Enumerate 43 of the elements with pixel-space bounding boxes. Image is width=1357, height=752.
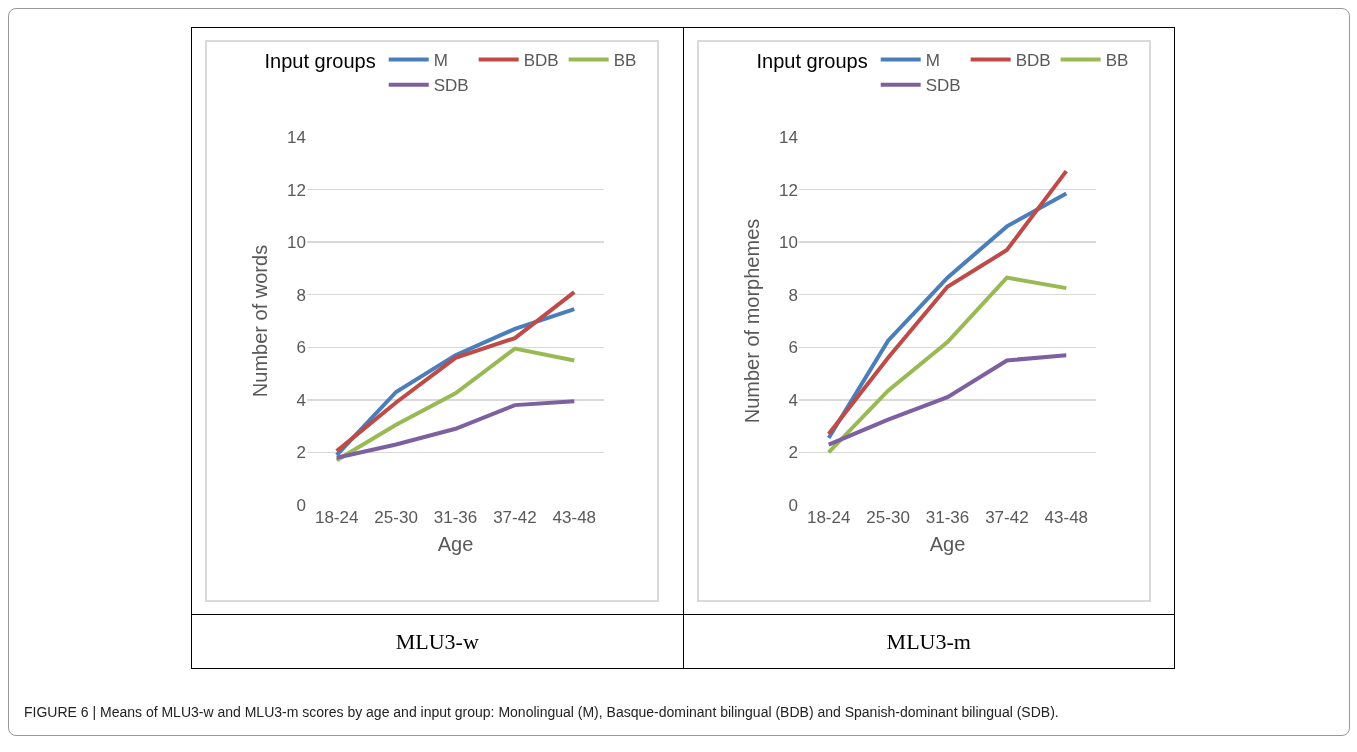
y-axis-title: Number of words <box>248 244 271 398</box>
legend-title: Input groups <box>756 50 868 72</box>
y-tick-label: 10 <box>778 233 798 253</box>
y-tick-label: 14 <box>778 127 798 147</box>
legend-label: M <box>925 51 940 71</box>
legend-title: Input groups <box>264 50 376 72</box>
legend-label: BDB <box>523 51 559 71</box>
y-tick-label: 4 <box>788 390 798 410</box>
text: MLU3-w <box>192 614 683 669</box>
legend-label: BB <box>613 51 637 71</box>
legend-label: BB <box>1105 51 1128 71</box>
legend-label: BDB <box>1015 51 1051 71</box>
x-axis-title: Age <box>929 532 965 555</box>
y-tick-label: 2 <box>296 443 306 463</box>
text: MLU3-m <box>683 614 1174 669</box>
y-tick-label: 8 <box>788 285 798 305</box>
y-tick-label: 8 <box>296 285 306 305</box>
y-tick-label: 10 <box>287 233 306 253</box>
y-tick-label: 0 <box>296 495 306 515</box>
y-tick-label: 2 <box>788 443 798 463</box>
x-tick-label: 18-24 <box>806 508 850 527</box>
y-tick-label: 14 <box>287 127 306 147</box>
x-tick-label: 25-30 <box>865 508 910 527</box>
x-tick-label: 31-36 <box>925 508 969 527</box>
y-tick-label: 6 <box>788 338 798 358</box>
x-tick-label: 31-36 <box>433 508 478 527</box>
x-tick-label: 43-48 <box>1044 508 1088 527</box>
y-tick-label: 12 <box>778 180 798 200</box>
y-tick-label: 12 <box>287 180 306 200</box>
x-tick-label: 43-48 <box>552 508 597 527</box>
y-tick-label: 6 <box>296 338 306 358</box>
y-axis-title: Number of morphemes <box>740 218 763 424</box>
y-tick-label: 0 <box>788 495 798 515</box>
caption: FIGURE 6 | Means of MLU3-w and MLU3-m scores by age and input group: Monolingual (M), Basque-dominant bilingual (BDB) and Spanish-dominant bilingual (SDB). <box>24 703 1060 722</box>
x-tick-label: 37-42 <box>493 508 537 527</box>
x-axis-title: Age <box>437 532 474 555</box>
x-tick-label: 37-42 <box>984 508 1029 527</box>
x-tick-label: 18-24 <box>314 508 359 527</box>
legend-label: SDB <box>433 76 469 96</box>
legend-label: SDB <box>925 76 961 96</box>
legend-label: M <box>433 51 448 71</box>
x-tick-label: 25-30 <box>374 508 418 527</box>
y-tick-label: 4 <box>296 390 306 410</box>
